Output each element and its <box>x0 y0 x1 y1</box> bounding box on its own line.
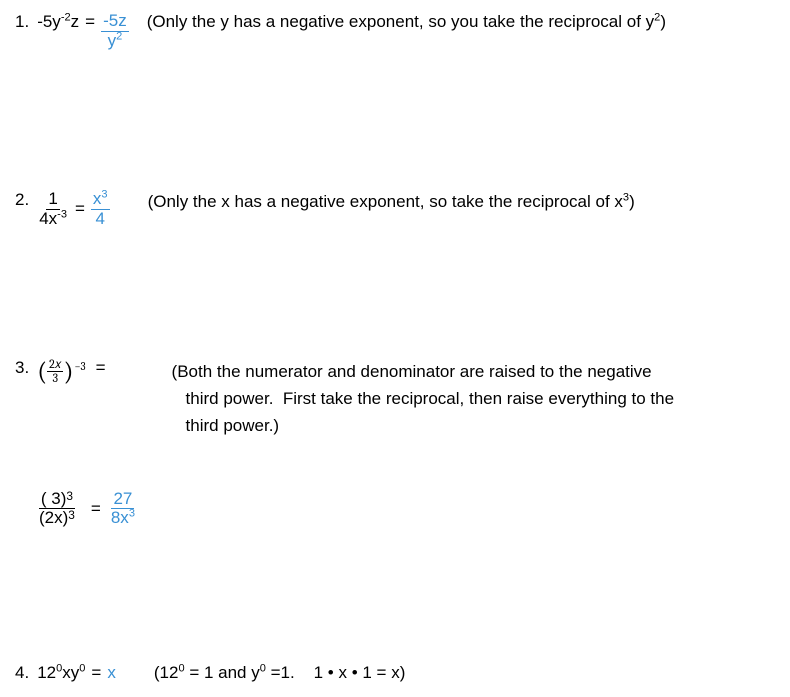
lhs-denominator: 4x-3 <box>37 210 69 229</box>
problem-2-line: 2. 1 4x-3 = x3 4 (Only the x has a negat… <box>15 190 635 228</box>
lhs-numerator: 1 <box>46 190 59 210</box>
outer-exponent: −3 <box>74 360 85 373</box>
problem-4-lhs: 120xy0 <box>37 663 85 683</box>
problem-1-number: 1. <box>15 12 29 32</box>
problem-1: 1. -5y-2z = -5z y2 (Only the y has a neg… <box>15 12 666 50</box>
problem-4: 4. 120xy0 = x (120 = 1 and y0 =1. 1 • x … <box>15 663 405 683</box>
step-numerator: ( 3)3 <box>39 490 75 510</box>
explanation-line-3: third power.) <box>172 412 675 439</box>
problem-3-step: ( 3)3 (2x)3 <box>37 490 77 528</box>
problem-2-explanation: (Only the x has a negative exponent, so … <box>148 192 635 212</box>
explanation-line-1: (Both the numerator and denominator are … <box>172 358 675 385</box>
problem-3-lhs: ( 2𝑥 3 ) −3 <box>37 358 85 385</box>
step-denominator: (2x)3 <box>37 509 77 528</box>
answer-numerator: -5z <box>101 12 129 32</box>
equals-sign: = <box>91 499 101 519</box>
problem-4-explanation: (120 = 1 and y0 =1. 1 • x • 1 = x) <box>154 663 406 683</box>
problem-4-line: 4. 120xy0 = x (120 = 1 and y0 =1. 1 • x … <box>15 663 405 683</box>
answer-numerator: 27 <box>111 490 134 510</box>
equals-sign: = <box>85 12 95 32</box>
answer-numerator: x3 <box>91 190 110 210</box>
problem-4-answer: x <box>107 663 116 683</box>
problem-3-number: 3. <box>15 358 29 378</box>
problem-3-answer: 27 8x3 <box>109 490 137 528</box>
problem-4-number: 4. <box>15 663 29 683</box>
problem-1-explanation: (Only the y has a negative exponent, so … <box>147 12 666 32</box>
problem-3-explanation: (Both the numerator and denominator are … <box>172 358 675 440</box>
problem-1-line: 1. -5y-2z = -5z y2 (Only the y has a neg… <box>15 12 666 50</box>
explanation-line-2: third power. First take the reciprocal, … <box>172 385 675 412</box>
problem-1-answer: -5z y2 <box>101 12 129 50</box>
equals-sign: = <box>91 663 101 683</box>
problem-2: 2. 1 4x-3 = x3 4 (Only the x has a negat… <box>15 190 635 228</box>
problem-2-number: 2. <box>15 190 29 210</box>
problem-2-lhs: 1 4x-3 <box>37 190 69 228</box>
equals-sign: = <box>96 358 106 378</box>
problem-3-line2: ( 3)3 (2x)3 = 27 8x3 <box>37 490 674 528</box>
problem-1-lhs: -5y-2z <box>37 12 79 32</box>
close-paren: ) <box>63 359 73 385</box>
problem-2-answer: x3 4 <box>91 190 110 228</box>
inner-fraction: 2𝑥 3 <box>47 358 63 385</box>
problem-3-line1: 3. ( 2𝑥 3 ) −3 = (Both the numerator and… <box>15 358 674 440</box>
answer-denominator: 8x3 <box>109 509 137 528</box>
open-paren: ( <box>37 359 47 385</box>
answer-denominator: y2 <box>106 32 125 51</box>
problem-3: 3. ( 2𝑥 3 ) −3 = (Both the numerator and… <box>15 358 674 528</box>
equals-sign: = <box>75 199 85 219</box>
answer-denominator: 4 <box>94 210 107 229</box>
